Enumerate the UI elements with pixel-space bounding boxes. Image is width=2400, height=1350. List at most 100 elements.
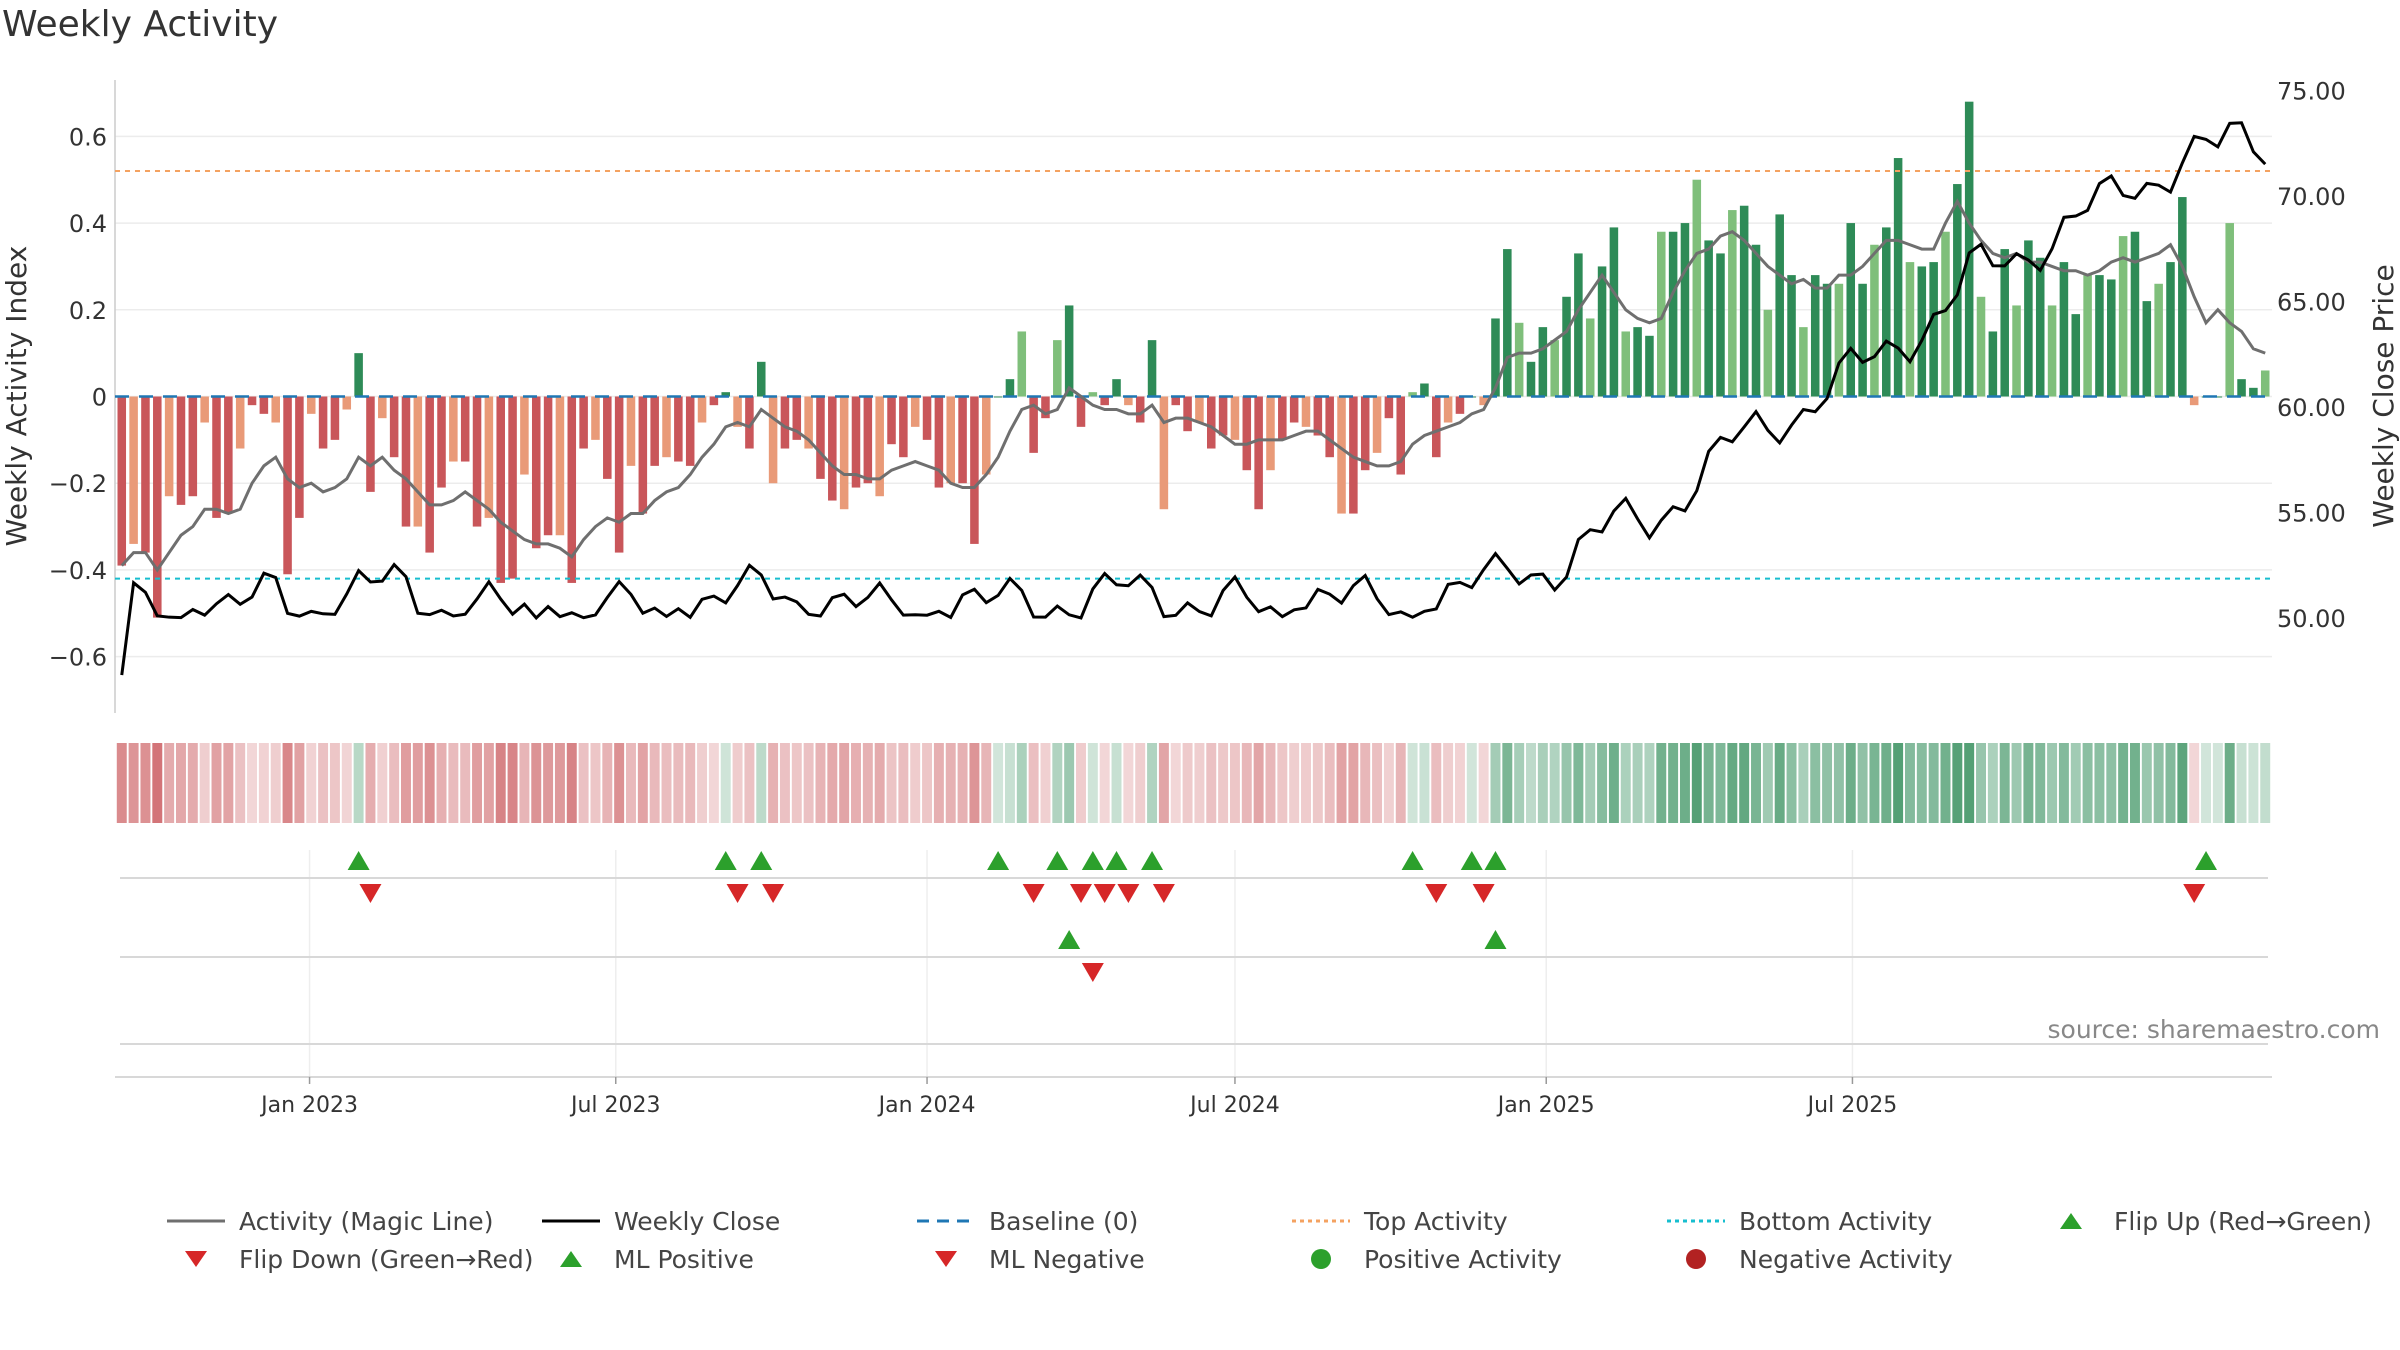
activity-bar [1420,383,1429,397]
heat-strip-cell [957,743,968,823]
activity-bar [674,396,683,462]
heat-strip-cell [365,743,376,823]
weekly-close-line [120,121,2267,676]
heat-strip-cell [2260,743,2271,823]
heat-strip-cell [1715,743,1726,823]
activity-bar [1372,396,1382,453]
activity-bar [2118,236,2128,397]
activity-bar [366,396,375,492]
heat-strip-cell [1976,743,1986,823]
activity-bar [1195,396,1204,423]
activity-bar [1550,340,1559,397]
legend-label: Activity (Magic Line) [239,1206,494,1236]
activity-bar [378,396,387,419]
heat-strip-cell [1526,743,1536,823]
heat-strip-cell [2082,743,2093,823]
heat-strip-cell [1324,743,1335,823]
heat-strip-cell [898,743,909,823]
heat-strip-cell [1928,743,1939,823]
legend-label: Flip Up (Red→Green) [2114,1206,2372,1236]
activity-bar [1609,227,1619,397]
heat-strip-cell [2224,743,2235,823]
activity-bar [946,396,955,484]
activity-bar [543,396,553,536]
heat-strip-cell [756,743,767,823]
flip-down-marker [1022,884,1045,903]
heat-strip-cell [1395,743,1406,823]
heat-strip-cell [637,743,648,823]
heat-strip-cell [1478,743,1489,823]
heat-strip-cell [1277,743,1288,823]
y-tick-label: 0.4 [69,210,107,238]
heat-strip-cell [294,743,305,823]
heat-strip-cell [661,743,672,823]
heat-strip-cell [566,743,577,823]
heat-strip-cell [969,743,980,823]
activity-bar [1029,396,1038,453]
heat-strip-cell [874,743,885,823]
legend-glyph [1311,1249,1331,1269]
activity-bar [1005,379,1015,397]
y-tick-label: −0.6 [49,644,107,672]
heat-strip-cell [791,743,802,823]
activity-bar [164,396,174,497]
heat-strip-cell [2165,743,2176,823]
activity-bar [1242,396,1252,471]
legend-label: Bottom Activity [1739,1206,1933,1236]
legend-glyph [1686,1249,1706,1269]
activity-bar [934,396,944,488]
heat-strip-cell [176,743,186,823]
activity-bar [1834,283,1844,397]
activity-bar [129,396,138,544]
activity-bar [1763,309,1773,397]
activity-bar [1159,396,1169,510]
activity-bar [910,396,920,427]
activity-bar [1988,331,1998,397]
flip-up-marker [347,851,370,870]
activity-bar [200,396,209,423]
heat-strip-cell [1099,743,1110,823]
activity-bar [1313,396,1323,436]
activity-bar [1503,249,1512,397]
heat-strip-cell [401,743,411,823]
y2-tick-label: 50.00 [2277,605,2346,633]
activity-bar [1657,231,1666,397]
heat-strip-cell [1964,743,1975,823]
activity-bar [1384,396,1394,419]
activity-bar [1739,205,1749,397]
activity-bar [117,396,127,566]
heat-strip-cell [1111,743,1122,823]
x-tick-label: Jan 2025 [1496,1093,1595,1118]
activity-bar [2142,301,2152,397]
x-tick-label: Jul 2024 [1188,1093,1280,1118]
activity-bar [460,396,470,462]
activity-bar [1514,322,1524,397]
activity-bar [1941,231,1950,397]
activity-bar [614,396,624,553]
activity-bar [1585,318,1595,397]
activity-bar [224,396,233,514]
heat-strip-cell [1218,743,1229,823]
activity-bar [555,396,565,536]
heat-strip-cell [1502,743,1513,823]
heat-strip-cell [140,743,151,823]
activity-bar [1041,396,1050,419]
activity-bar [638,396,648,514]
x-tick-label: Jul 2023 [569,1093,661,1118]
activity-bar [1775,214,1784,397]
heat-strip-cell [1466,743,1477,823]
activity-bar [484,396,494,518]
activity-bar [922,396,932,440]
heat-strip-cell [1158,743,1169,823]
heat-strip-cell [1360,743,1371,823]
heat-strip-cell [2011,743,2022,823]
activity-bar [851,396,861,488]
heat-strip-cell [803,743,814,823]
activity-bar [2035,257,2045,397]
heat-strip-cell [223,743,234,823]
heat-strip-cell [2058,743,2069,823]
activity-bar [1574,253,1583,397]
activity-bar [1206,396,1216,449]
heat-strip-cell [152,743,163,823]
activity-bar [981,396,991,475]
